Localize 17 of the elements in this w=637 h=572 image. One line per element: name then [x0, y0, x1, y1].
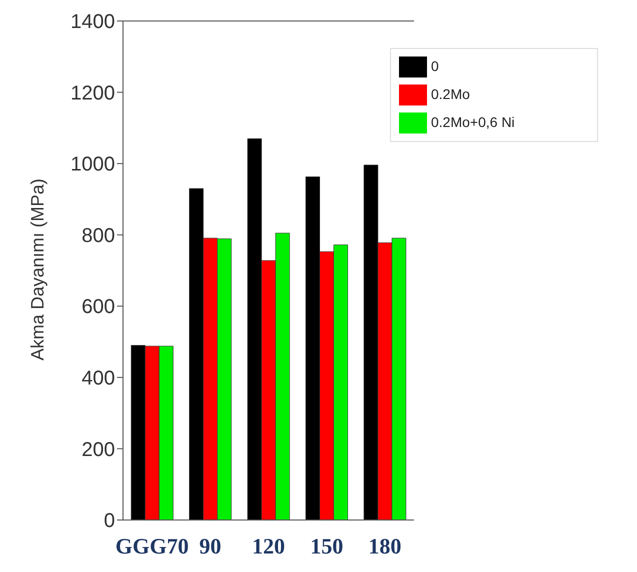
y-axis-title: Akma Dayanımı (MPa)	[27, 178, 48, 360]
x-tick-label: 90	[199, 534, 222, 559]
y-tick-label: 400	[82, 368, 115, 390]
x-tick-label: 120	[252, 534, 285, 559]
legend-label: 0.2Mo+0,6 Ni	[431, 114, 515, 130]
legend-label: 0.2Mo	[431, 86, 470, 102]
x-tick-label: 180	[368, 534, 402, 559]
y-tick-label: 0	[104, 510, 115, 532]
legend-label: 0	[431, 58, 439, 74]
y-tick-label: 1200	[70, 82, 115, 104]
y-tick-label: 200	[82, 438, 115, 461]
x-tick-label: GGG70	[115, 534, 189, 559]
y-tick-label: 1000	[70, 154, 115, 176]
x-tick-label: 150	[310, 534, 344, 559]
y-tick-label: 1400	[70, 11, 115, 34]
y-tick-label: 800	[82, 224, 115, 247]
y-tick-label: 600	[82, 296, 115, 318]
